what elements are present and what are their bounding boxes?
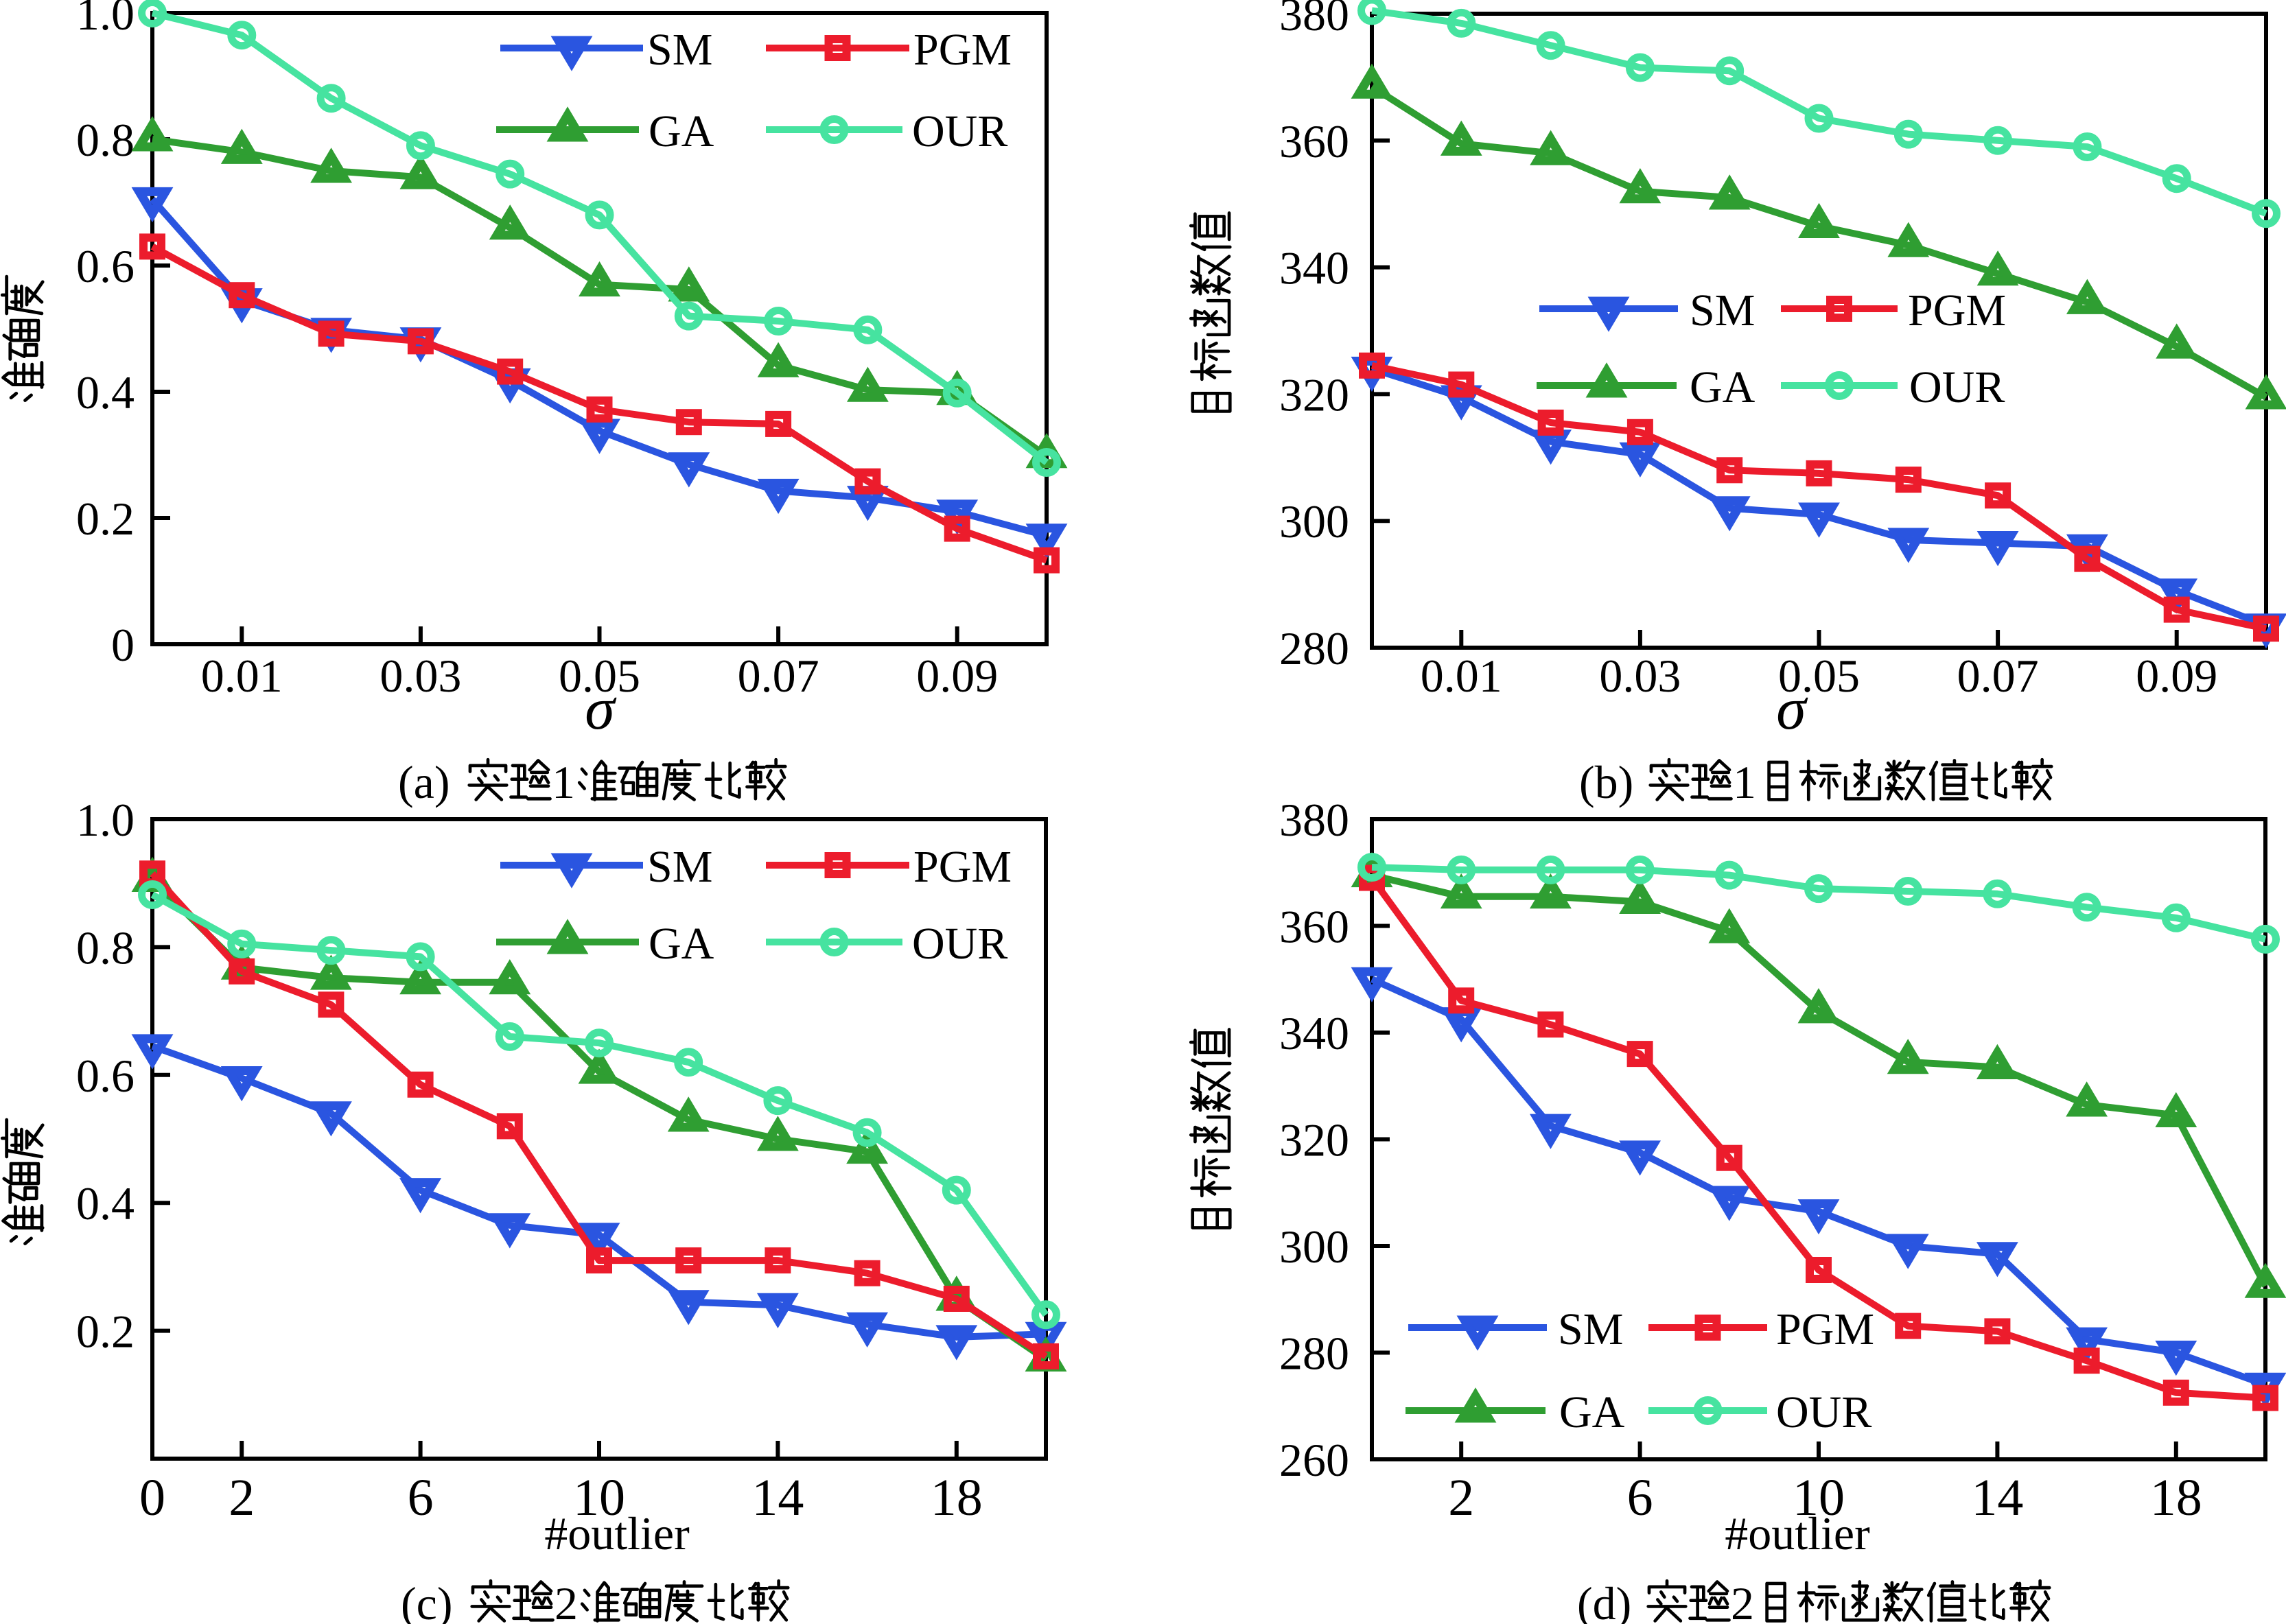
svg-text:0.2: 0.2 [76, 493, 135, 545]
svg-text:GA: GA [1559, 1387, 1625, 1437]
svg-text:1: 1 [552, 756, 575, 808]
svg-text:1.0: 1.0 [76, 0, 135, 40]
svg-text:SM: SM [647, 25, 712, 75]
svg-text:SM: SM [1558, 1304, 1623, 1354]
svg-text:GA: GA [649, 106, 714, 156]
svg-text:OUR: OUR [912, 106, 1007, 156]
svg-text:0.4: 0.4 [76, 1177, 135, 1229]
svg-text:10: 10 [573, 1469, 625, 1527]
svg-text:300: 300 [1279, 495, 1349, 548]
svg-text:2: 2 [1731, 1577, 1754, 1624]
svg-text:#outlier: #outlier [1725, 1507, 1870, 1560]
svg-text:0.05: 0.05 [559, 650, 640, 702]
svg-text:OUR: OUR [912, 919, 1007, 969]
svg-text:OUR: OUR [1776, 1387, 1871, 1437]
svg-text:PGM: PGM [913, 25, 1012, 75]
svg-text:SM: SM [647, 842, 712, 892]
svg-text:σ: σ [585, 676, 617, 742]
svg-text:0.8: 0.8 [76, 921, 135, 974]
svg-text:0.01: 0.01 [1421, 650, 1502, 702]
svg-text:0.03: 0.03 [1599, 650, 1681, 702]
svg-text:0.8: 0.8 [76, 114, 135, 166]
svg-text:0.09: 0.09 [2136, 650, 2217, 702]
svg-text:0.01: 0.01 [201, 650, 283, 702]
svg-text:280: 280 [1279, 622, 1349, 674]
svg-text:(b): (b) [1579, 756, 1633, 808]
svg-text:260: 260 [1279, 1434, 1349, 1486]
svg-text:PGM: PGM [1908, 285, 2006, 336]
svg-text:0.6: 0.6 [76, 1050, 135, 1102]
svg-text:0: 0 [139, 1469, 165, 1527]
svg-text:2: 2 [555, 1577, 578, 1624]
svg-text:0: 0 [111, 619, 135, 671]
svg-text:360: 360 [1279, 901, 1349, 953]
svg-text:340: 340 [1279, 242, 1349, 294]
svg-text:GA: GA [1690, 362, 1756, 412]
svg-text:18: 18 [2150, 1469, 2202, 1527]
svg-text:6: 6 [408, 1469, 434, 1527]
svg-text:320: 320 [1279, 368, 1349, 421]
svg-text:GA: GA [649, 919, 714, 969]
svg-text:1.0: 1.0 [76, 794, 135, 846]
svg-text:0.07: 0.07 [738, 650, 819, 702]
svg-text:380: 380 [1279, 794, 1349, 846]
svg-text:(c): (c) [401, 1577, 452, 1624]
svg-text:0.05: 0.05 [1778, 650, 1860, 702]
svg-text:0.6: 0.6 [76, 240, 135, 292]
svg-text:10: 10 [1793, 1469, 1845, 1527]
svg-text:1: 1 [1733, 756, 1756, 808]
svg-text:0.07: 0.07 [1957, 650, 2039, 702]
svg-text:0.09: 0.09 [916, 650, 998, 702]
svg-text:0.4: 0.4 [76, 366, 135, 419]
svg-text:300: 300 [1279, 1221, 1349, 1273]
svg-text:280: 280 [1279, 1328, 1349, 1380]
svg-text:360: 360 [1279, 115, 1349, 167]
svg-text:18: 18 [931, 1469, 983, 1527]
svg-text:6: 6 [1627, 1469, 1653, 1527]
svg-text:σ: σ [1776, 676, 1808, 742]
svg-text:320: 320 [1279, 1114, 1349, 1166]
svg-text:340: 340 [1279, 1007, 1349, 1059]
svg-text:SM: SM [1690, 285, 1755, 336]
svg-text:OUR: OUR [1909, 362, 2005, 412]
svg-text:(d): (d) [1577, 1577, 1631, 1624]
svg-text:2: 2 [1448, 1469, 1474, 1527]
svg-text:PGM: PGM [913, 842, 1012, 892]
svg-text:0.2: 0.2 [76, 1306, 135, 1358]
svg-text:14: 14 [1971, 1469, 2023, 1527]
svg-text:(a): (a) [398, 756, 450, 808]
svg-text:PGM: PGM [1776, 1304, 1874, 1354]
svg-text:#outlier: #outlier [544, 1507, 690, 1560]
svg-text:380: 380 [1279, 0, 1349, 40]
svg-text:14: 14 [751, 1469, 804, 1527]
svg-text:2: 2 [229, 1469, 255, 1527]
svg-text:0.03: 0.03 [380, 650, 461, 702]
